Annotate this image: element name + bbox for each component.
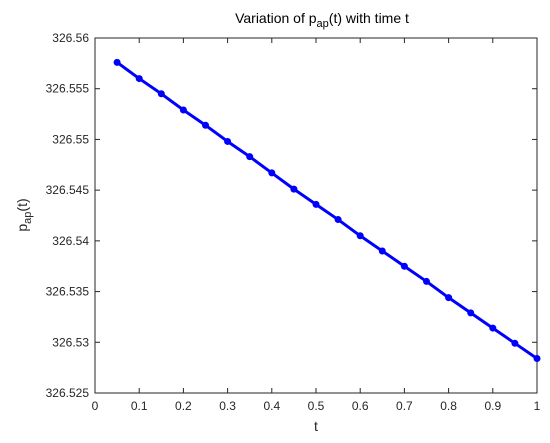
data-point — [511, 339, 519, 347]
x-tick-label: 0.2 — [175, 399, 192, 413]
data-point — [224, 137, 232, 145]
x-tick-label: 0.6 — [352, 399, 369, 413]
data-point — [290, 185, 298, 193]
x-axis: 0 0.1 0.2 0.3 0.4 0.5 0.6 0.7 0.8 0.9 1 — [92, 38, 541, 413]
x-axis-label: t — [314, 418, 318, 434]
series-line — [116, 61, 538, 360]
x-tick-label: 0.8 — [440, 399, 457, 413]
data-point — [489, 324, 497, 332]
data-point — [135, 75, 143, 83]
chart-title: Variation of pap(t) with time t — [235, 10, 409, 30]
data-point — [356, 232, 364, 240]
data-point — [423, 277, 430, 285]
plot-frame — [94, 37, 538, 394]
series-layer — [113, 58, 541, 363]
x-tick-label: 0.4 — [263, 399, 280, 413]
y-axis-label: pap(t) — [14, 198, 34, 231]
x-tick-label: 0 — [92, 399, 99, 413]
data-point — [113, 58, 121, 66]
x-tick-label: 0.3 — [219, 399, 236, 413]
y-tick-label: 326.555 — [46, 82, 90, 96]
data-point — [334, 216, 342, 224]
y-axis: 326.525 326.53 326.535 326.54 326.545 326.55 3… — [46, 31, 537, 400]
data-point — [467, 309, 475, 317]
y-tick-label: 326.545 — [46, 183, 90, 197]
data-point — [157, 90, 165, 98]
data-point — [268, 169, 276, 177]
x-tick-label: 0.7 — [396, 399, 413, 413]
plot-area — [94, 37, 538, 394]
data-point — [312, 200, 320, 208]
x-tick-label: 0.9 — [484, 399, 501, 413]
y-tick-label: 326.53 — [52, 335, 89, 349]
data-point — [246, 153, 254, 161]
x-tick-label: 0.1 — [131, 399, 148, 413]
y-tick-label: 326.54 — [52, 234, 89, 248]
y-tick-label: 326.535 — [46, 285, 90, 299]
data-point — [445, 294, 453, 302]
y-tick-label: 326.55 — [52, 132, 89, 146]
data-point — [533, 355, 541, 363]
y-tick-label: 326.525 — [46, 386, 90, 400]
x-tick-label: 0.5 — [308, 399, 325, 413]
data-point — [378, 247, 386, 255]
data-point — [400, 262, 408, 270]
y-tick-label: 326.56 — [52, 31, 89, 45]
data-point — [179, 106, 187, 114]
x-tick-label: 1 — [534, 399, 541, 413]
data-point — [202, 121, 209, 129]
